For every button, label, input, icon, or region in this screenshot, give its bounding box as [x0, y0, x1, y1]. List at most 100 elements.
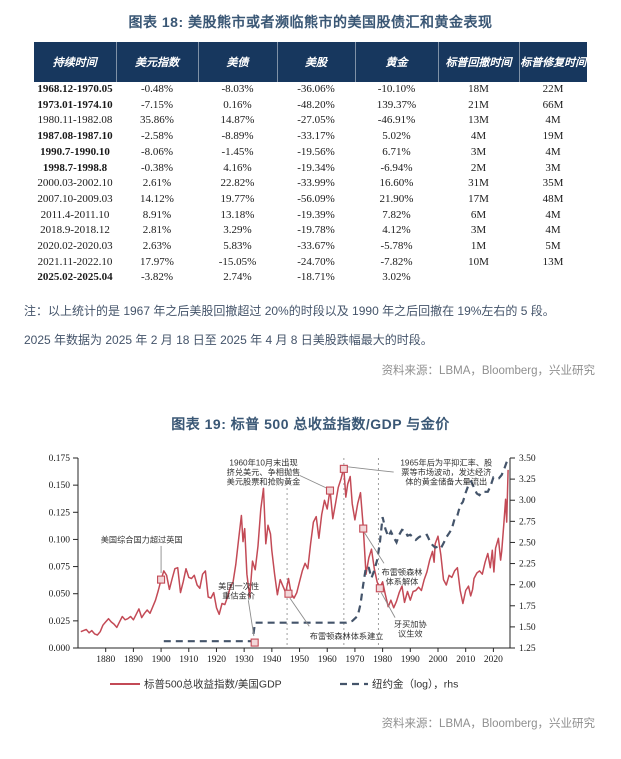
- left-tick-label: 0.075: [49, 563, 71, 573]
- value-cell: 3M: [470, 224, 487, 237]
- value-cell: 0.16%: [223, 98, 252, 111]
- value-cell: 13M: [542, 255, 564, 268]
- annotation-connector: [346, 466, 394, 473]
- table-note-line2: 2025 年数据为 2025 年 2 月 18 日至 2025 年 4 月 8 …: [24, 333, 433, 348]
- table-header: 持续时间 美元指数 美债 美股 黄金 标普回撤时间 标普修复时间: [34, 42, 587, 82]
- period-cell: 1987.08-1987.10: [37, 130, 113, 143]
- value-cell: [519, 270, 587, 286]
- x-tick-label: 1910: [179, 655, 198, 665]
- value-cell: 17.97%: [140, 255, 174, 268]
- value-cell: -19.34%: [297, 161, 335, 174]
- annotation-text: 1965年后为平抑汇率、股: [400, 457, 492, 467]
- table-row: 2000.03-2002.10 2.61% 22.82% -33.99% 16.60% 3…: [34, 176, 587, 192]
- left-tick-label: 0.000: [49, 644, 71, 654]
- event-marker: [284, 589, 293, 598]
- value-cell: 13M: [468, 114, 489, 127]
- period-cell: 1990.7-1990.10: [40, 145, 110, 158]
- value-cell: 35M: [542, 177, 564, 190]
- table-row: 1973.01-1974.10 -7.15% 0.16% -48.20% 139.37%…: [34, 98, 587, 114]
- x-tick-label: 1890: [124, 655, 143, 665]
- value-cell: -19.56%: [297, 145, 335, 158]
- table-row: 1990.7-1990.10 -8.06% -1.45% -19.56% 6.71% 3M…: [34, 145, 587, 161]
- table-row: 2025.02-2025.04 -3.82% 2.74% -18.71% 3.02%: [34, 270, 587, 286]
- table-row: 1968.12-1970.05 -0.48% -8.03% -36.06% -10.10…: [34, 82, 587, 98]
- period-cell: 2021.11-2022.10: [37, 255, 113, 268]
- value-cell: 10M: [468, 255, 489, 268]
- x-tick-label: 2000: [429, 655, 448, 665]
- column-header: 持续时间: [34, 42, 117, 82]
- value-cell: 2M: [470, 161, 487, 174]
- value-cell: 31M: [468, 177, 489, 190]
- left-tick-label: 0.025: [49, 617, 71, 627]
- value-cell: 3.29%: [223, 224, 252, 237]
- x-tick-label: 1930: [235, 655, 254, 665]
- value-cell: -33.67%: [297, 240, 335, 253]
- value-cell: 66M: [542, 98, 564, 111]
- x-tick-label: 1900: [152, 655, 171, 665]
- series-sp500-gdp: [80, 467, 509, 636]
- figure19-chart: 0.000 0.025 0.050 0.075 0.100 0.125 0.150 0.175…: [10, 438, 621, 715]
- figure19-source: 资料来源：LBMA，Bloomberg，兴业研究: [381, 718, 595, 731]
- table-row: 2021.11-2022.10 17.97% -15.05% -24.70% -7.82…: [34, 255, 587, 271]
- left-tick-label: 0.150: [49, 481, 71, 491]
- period-cell: 1968.12-1970.05: [37, 83, 113, 95]
- value-cell: 2.63%: [142, 240, 172, 253]
- value-cell: 3M: [545, 161, 561, 174]
- annotation-text: 体的黄金储备大量流出: [405, 476, 487, 486]
- value-cell: -8.06%: [140, 145, 174, 158]
- right-tick-label: 2.75: [519, 517, 536, 527]
- annotation-text: 美元股票和抢购黄金: [227, 476, 301, 486]
- value-cell: 4M: [545, 114, 561, 127]
- period-cell: 2011.4-2011.10: [40, 208, 110, 221]
- annotation-text: 布雷顿森林体系建立: [310, 631, 384, 641]
- value-cell: -8.03%: [221, 83, 254, 95]
- value-cell: -33.99%: [297, 177, 335, 190]
- value-cell: 3.02%: [382, 271, 411, 284]
- annotation-text: 美国综合国力超过英国: [101, 535, 183, 545]
- value-cell: 4M: [545, 145, 561, 158]
- value-cell: -8.89%: [221, 130, 254, 143]
- x-tick-label: 1950: [290, 655, 309, 665]
- left-tick-label: 0.125: [49, 508, 71, 518]
- annotation-text: 体系解体: [386, 577, 419, 587]
- column-header: 美元指数: [116, 42, 199, 82]
- value-cell: 21M: [468, 98, 489, 111]
- value-cell: 19M: [542, 130, 564, 143]
- value-cell: 22M: [542, 83, 564, 95]
- value-cell: 2.81%: [142, 224, 172, 237]
- table-row: 1980.11-1982.08 35.86% 14.87% -27.05% -46.91…: [34, 113, 587, 129]
- value-cell: 7.82%: [382, 208, 411, 221]
- value-cell: -10.10%: [377, 83, 416, 95]
- value-cell: -36.06%: [297, 83, 335, 95]
- right-tick-label: 3.50: [519, 454, 536, 464]
- right-tick-label: 3.25: [519, 475, 536, 485]
- value-cell: -7.82%: [380, 255, 413, 268]
- event-marker: [339, 464, 348, 474]
- annotation-text: 票等市场波动，发达经济: [401, 467, 491, 477]
- table-row: 1987.08-1987.10 -2.58% -8.89% -33.17% 5.02% 4…: [34, 129, 587, 145]
- value-cell: -24.70%: [297, 255, 335, 268]
- left-tick-label: 0.050: [49, 590, 71, 600]
- figure18-source: 资料来源：LBMA，Bloomberg，兴业研究: [381, 365, 595, 378]
- table-row: 2020.02-2020.03 2.63% 5.83% -33.67% -5.78% 1M…: [34, 239, 587, 255]
- value-cell: 4M: [470, 130, 487, 143]
- value-cell: 13.18%: [220, 208, 255, 221]
- value-cell: 4.16%: [223, 161, 252, 174]
- table-row: 2011.4-2011.10 8.91% 13.18% -19.39% 7.82% 6M 4…: [34, 208, 587, 224]
- annotation-text: 1960年10月末出现: [229, 457, 297, 467]
- value-cell: 2.74%: [223, 271, 252, 284]
- x-tick-label: 1980: [373, 655, 392, 665]
- value-cell: -7.15%: [140, 98, 174, 111]
- right-tick-label: 1.25: [519, 644, 536, 654]
- value-cell: -56.09%: [297, 192, 335, 205]
- value-cell: -19.39%: [297, 208, 335, 221]
- value-cell: 6M: [470, 208, 487, 221]
- value-cell: 8.91%: [142, 208, 172, 221]
- right-tick-label: 2.50: [519, 539, 536, 549]
- annotation-text: 重估金价: [222, 591, 255, 601]
- figure18-title: 图表 18: 美股熊市或者濒临熊市的美国股债汇和黄金表现: [128, 14, 493, 30]
- x-tick-label: 2020: [484, 655, 503, 665]
- event-marker: [325, 486, 335, 495]
- event-marker: [250, 638, 259, 647]
- legend-label-gold: 纽约金（log），rhs: [372, 678, 458, 691]
